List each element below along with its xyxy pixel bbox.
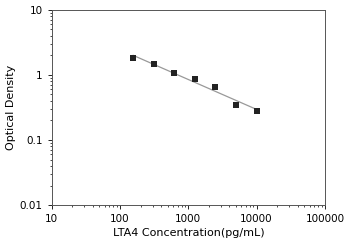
Y-axis label: Optical Density: Optical Density bbox=[6, 65, 15, 150]
X-axis label: LTA4 Concentration(pg/mL): LTA4 Concentration(pg/mL) bbox=[112, 228, 264, 238]
